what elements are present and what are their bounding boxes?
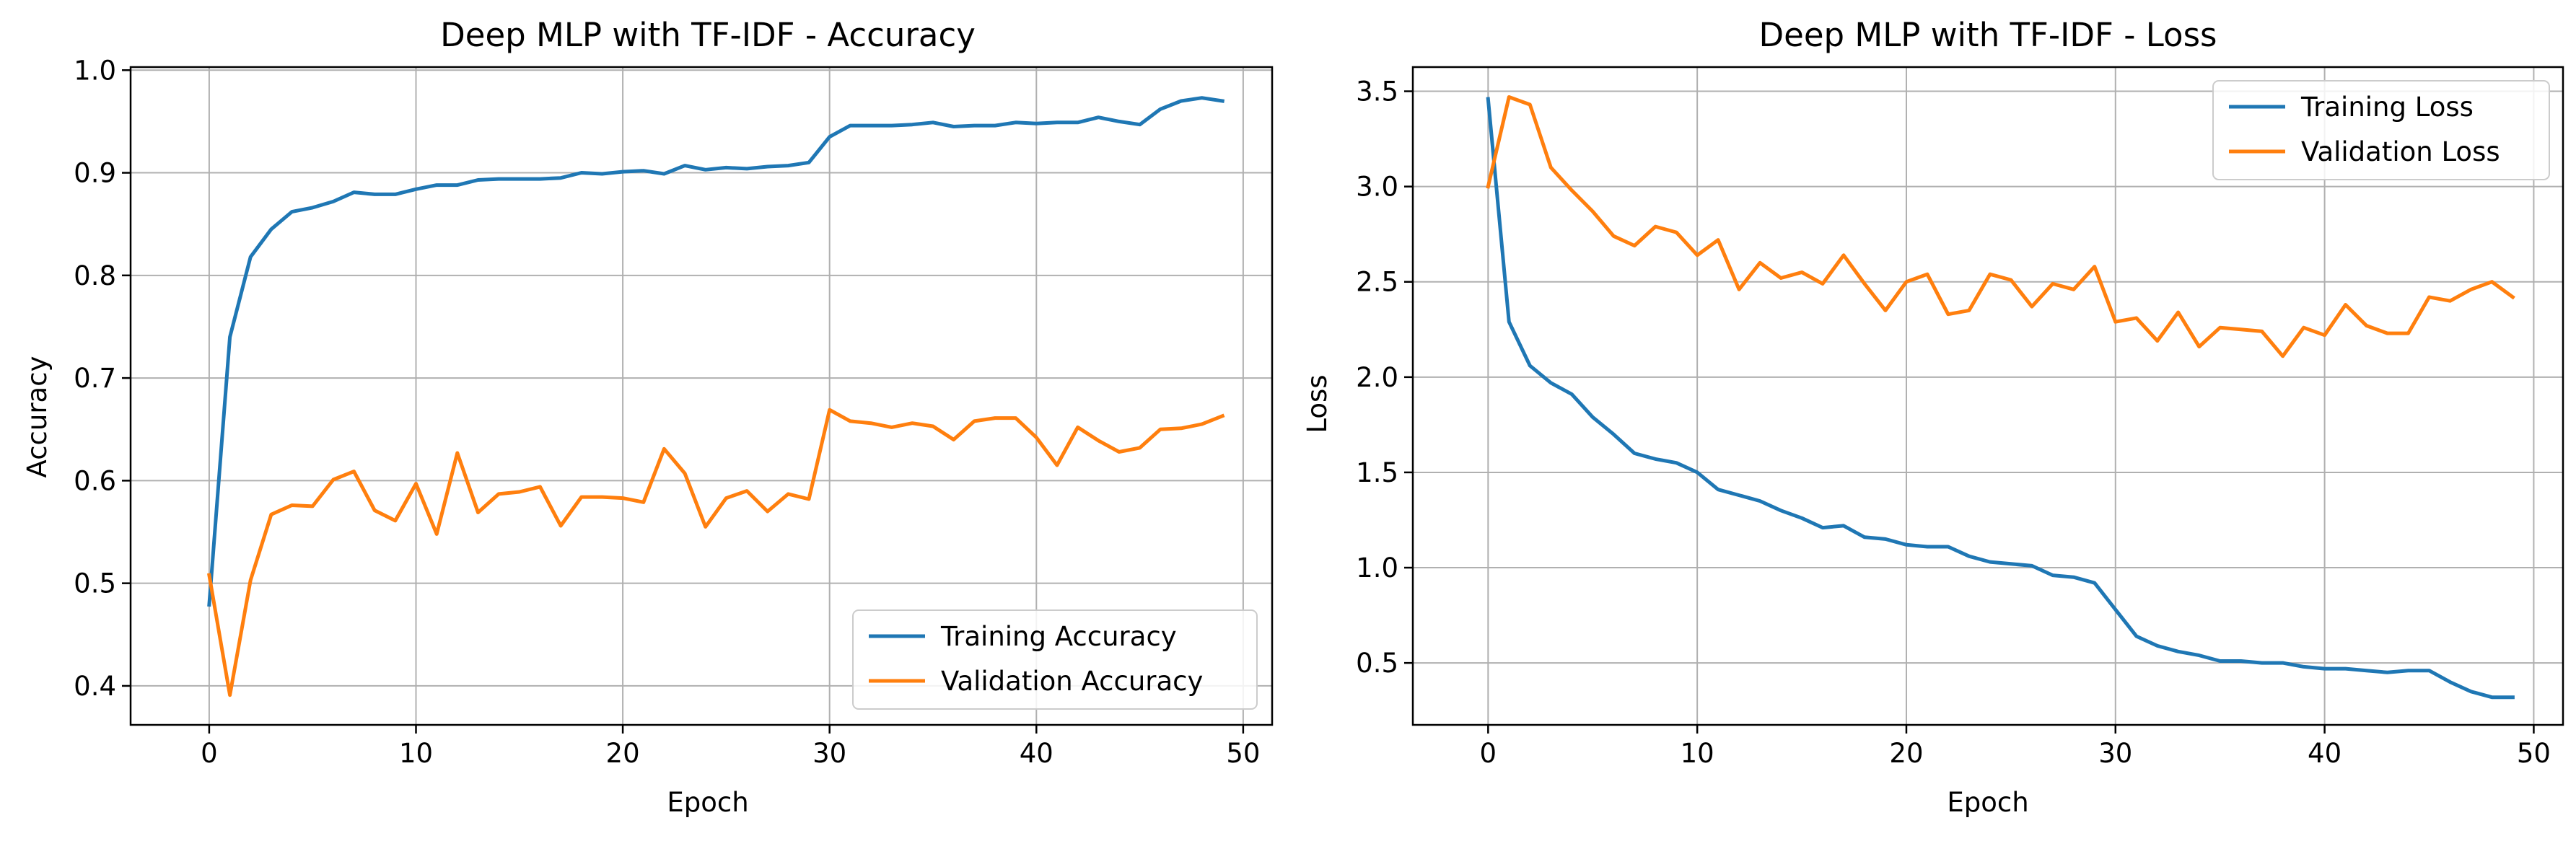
y-tick-label: 0.7 — [74, 363, 116, 394]
loss-chart: Deep MLP with TF-IDF - Loss Epoch Loss 0… — [1302, 16, 2564, 818]
x-tick-label: 40 — [1020, 738, 1053, 769]
x-tick-label: 30 — [812, 738, 846, 769]
x-axis-label: Epoch — [667, 787, 748, 818]
x-tick-label: 20 — [606, 738, 640, 769]
y-tick-label: 1.0 — [74, 55, 116, 86]
y-tick-label: 3.0 — [1356, 172, 1398, 203]
x-tick-label: 50 — [2517, 738, 2551, 769]
y-tick-label: 2.5 — [1356, 267, 1398, 298]
legend-label: Validation Loss — [2301, 136, 2500, 167]
x-tick-label: 50 — [1226, 738, 1260, 769]
series-line-0 — [207, 96, 1225, 607]
series-line-1 — [207, 408, 1225, 697]
x-tick-label: 10 — [399, 738, 433, 769]
x-tick-label: 10 — [1681, 738, 1714, 769]
legend-label: Training Loss — [2300, 92, 2474, 123]
x-tick-label: 0 — [1480, 738, 1497, 769]
y-axis-label: Loss — [1302, 374, 1333, 433]
plot-frame — [129, 66, 1274, 726]
y-tick-label: 3.5 — [1356, 76, 1398, 107]
y-tick-label: 0.5 — [74, 568, 116, 599]
legend: Training Loss Validation Loss — [2212, 80, 2550, 180]
x-tick-label: 30 — [2098, 738, 2132, 769]
x-tick-label: 20 — [1889, 738, 1923, 769]
x-tick-label: 0 — [201, 738, 218, 769]
series-line-0 — [1486, 97, 2515, 700]
legend-box — [852, 609, 1258, 710]
x-tick-label: 40 — [2308, 738, 2341, 769]
grid — [1413, 67, 2563, 725]
legend-label: Training Accuracy — [940, 621, 1177, 652]
y-tick-label: 1.5 — [1356, 457, 1398, 488]
grid — [131, 67, 1272, 725]
legend-box — [2212, 80, 2550, 180]
y-tick-label: 0.5 — [1356, 648, 1398, 679]
chart-title: Deep MLP with TF-IDF - Loss — [1759, 16, 2217, 54]
chart-title: Deep MLP with TF-IDF - Accuracy — [440, 16, 976, 54]
y-tick-label: 2.0 — [1356, 362, 1398, 393]
x-axis-label: Epoch — [1947, 787, 2028, 818]
plot-frame — [1411, 66, 2564, 726]
legend: Training Accuracy Validation Accuracy — [852, 609, 1258, 710]
y-tick-label: 0.8 — [74, 260, 116, 291]
y-tick-label: 0.4 — [74, 671, 116, 702]
y-axis-label: Accuracy — [22, 356, 53, 478]
y-tick-label: 0.6 — [74, 465, 116, 496]
y-tick-label: 1.0 — [1356, 552, 1398, 584]
accuracy-chart: Deep MLP with TF-IDF - Accuracy Epoch Ac… — [22, 16, 1274, 818]
y-tick-label: 0.9 — [74, 158, 116, 189]
legend-label: Validation Accuracy — [941, 666, 1203, 697]
series-line-1 — [1486, 95, 2515, 358]
